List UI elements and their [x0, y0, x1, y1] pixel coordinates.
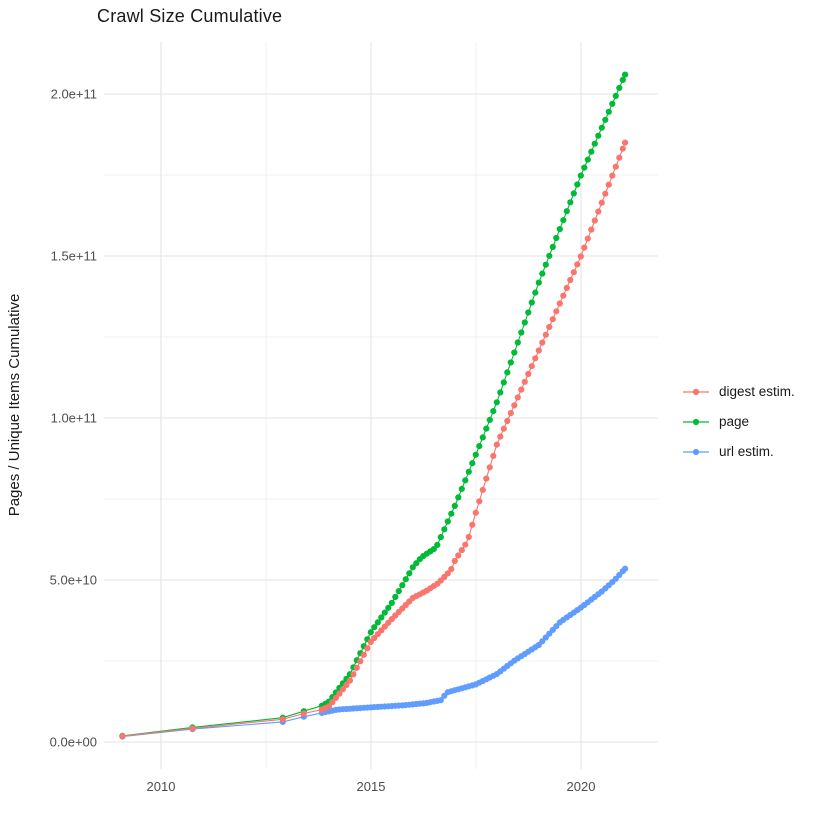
legend: digest estim. page url estim.: [681, 382, 795, 461]
page-title: Crawl Size Cumulative: [97, 6, 283, 26]
legend-key-digest-estim-icon: [683, 388, 709, 395]
y-tick-label: 5.0e+10: [50, 573, 97, 588]
x-tick-label: 2020: [567, 779, 596, 794]
legend-item-url-estim: url estim.: [681, 442, 795, 461]
y-tick-label: 2.0e+11: [51, 87, 97, 102]
legend-label-url-estim: url estim.: [719, 444, 774, 459]
legend-key-url-estim-icon: [683, 448, 709, 455]
x-tick-label: 2010: [147, 779, 176, 794]
legend-label-digest-estim: digest estim.: [719, 384, 795, 399]
y-tick-label: 0.0e+00: [50, 735, 97, 750]
y-axis-label: Pages / Unique Items Cumulative: [6, 294, 23, 517]
series-digest-estim-: [119, 139, 629, 740]
axis-tick-labels: 0.0e+00 5.0e+10 1.0e+11 1.5e+11 2.0e+11 2010 2…: [50, 87, 596, 794]
y-tick-label: 1.0e+11: [51, 411, 97, 426]
minor-gridlines: [104, 42, 658, 769]
legend-key-page-icon: [683, 418, 709, 425]
major-gridlines: [104, 42, 658, 769]
legend-item-digest-estim: digest estim.: [681, 382, 795, 401]
x-tick-label: 2015: [357, 779, 386, 794]
y-tick-label: 1.5e+11: [51, 249, 97, 264]
legend-label-page: page: [719, 414, 750, 429]
legend-item-page: page: [681, 412, 795, 431]
series-url-estim-: [119, 565, 629, 740]
data-series-layer: [119, 71, 629, 740]
